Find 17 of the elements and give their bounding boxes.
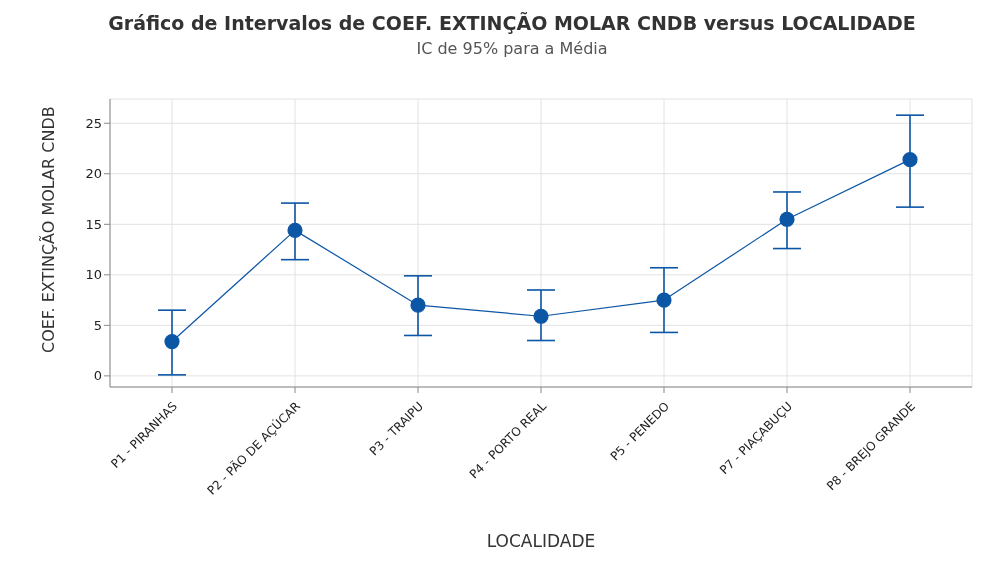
point: [287, 222, 303, 238]
point: [410, 297, 426, 313]
point: [902, 152, 918, 168]
y-tick-label: 20: [85, 166, 102, 182]
x-axis-title: LOCALIDADE: [486, 531, 596, 551]
y-tick-label: 0: [93, 368, 102, 384]
y-tick-label: 15: [85, 216, 102, 232]
y-tick-label: 5: [93, 317, 102, 333]
y-tick-label: 10: [85, 267, 102, 283]
point: [779, 211, 795, 227]
point: [656, 292, 672, 308]
chart-title: Gráfico de Intervalos de COEF. EXTINÇÃO MOLAR CNDB versus LOCALIDADE: [107, 11, 917, 36]
point: [533, 308, 549, 324]
chart-subtitle: IC de 95% para a Média: [415, 38, 609, 60]
point: [164, 333, 180, 350]
y-tick-label: 25: [85, 115, 102, 131]
y-axis-title: COEF. EXTINÇÃO MOLAR CNDB: [38, 106, 58, 353]
